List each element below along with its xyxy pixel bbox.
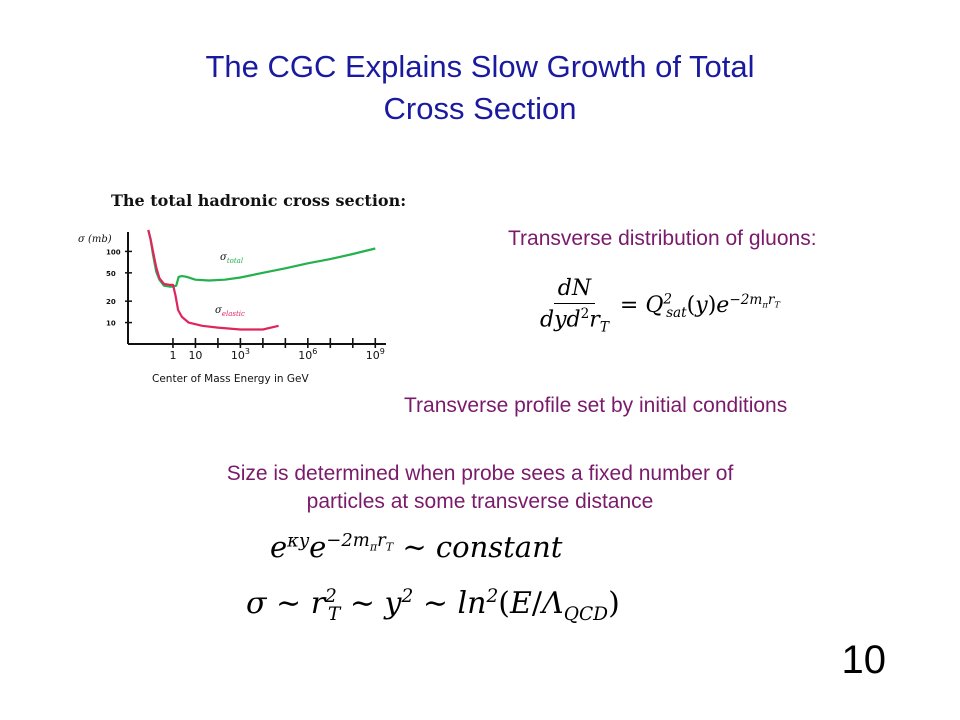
size-text-line-2: particles at some transverse distance xyxy=(306,490,654,513)
series-line-total xyxy=(147,229,376,288)
x-tick-label: 109 xyxy=(366,347,385,362)
x-tick-label: 10 xyxy=(188,349,202,362)
size-text-line-1: Size is determined when probe sees a fix… xyxy=(226,462,734,485)
cross-section-scaling-equation: σ ∼ r2T ∼ y2 ∼ ln2(E/ΛQCD) xyxy=(246,586,620,625)
slide-title-line-2: Cross Section xyxy=(383,91,577,126)
transverse-profile-text: Transverse profile set by initial condit… xyxy=(404,394,788,417)
slide-title: The CGC Explains Slow Growth of Total Cr… xyxy=(0,46,960,130)
slide-title-line-1: The CGC Explains Slow Growth of Total xyxy=(205,49,755,84)
series-line-elastic xyxy=(147,229,279,331)
cross-section-chart: The total hadronic cross section: σ (mb) 1… xyxy=(78,191,406,385)
size-determination-text: Size is determined when probe sees a fix… xyxy=(0,460,960,516)
x-tick-label: 1 xyxy=(169,349,176,362)
series-label-elastic: σelastic xyxy=(215,305,245,318)
constant-equation: eκye−2mπrT ∼ constant xyxy=(270,530,563,564)
slide-number: 10 xyxy=(841,638,887,682)
chart-title: The total hadronic cross section: xyxy=(111,191,406,210)
x-axis-label: Center of Mass Energy in GeV xyxy=(152,373,310,385)
gluon-distribution-equation: dN dyd2rT = Q2sat(y)e−2mπrT xyxy=(540,276,781,336)
y-tick-label: 20 xyxy=(106,298,116,306)
series-label-total: σtotal xyxy=(220,252,243,265)
x-tick-label: 103 xyxy=(231,347,250,362)
y-axis-label: σ (mb) xyxy=(78,234,112,245)
x-tick-label: 106 xyxy=(298,347,317,362)
gluon-distribution-label: Transverse distribution of gluons: xyxy=(508,227,817,250)
y-tick-label: 100 xyxy=(106,248,121,256)
y-tick-label: 50 xyxy=(106,270,116,278)
y-tick-label: 10 xyxy=(106,320,116,328)
